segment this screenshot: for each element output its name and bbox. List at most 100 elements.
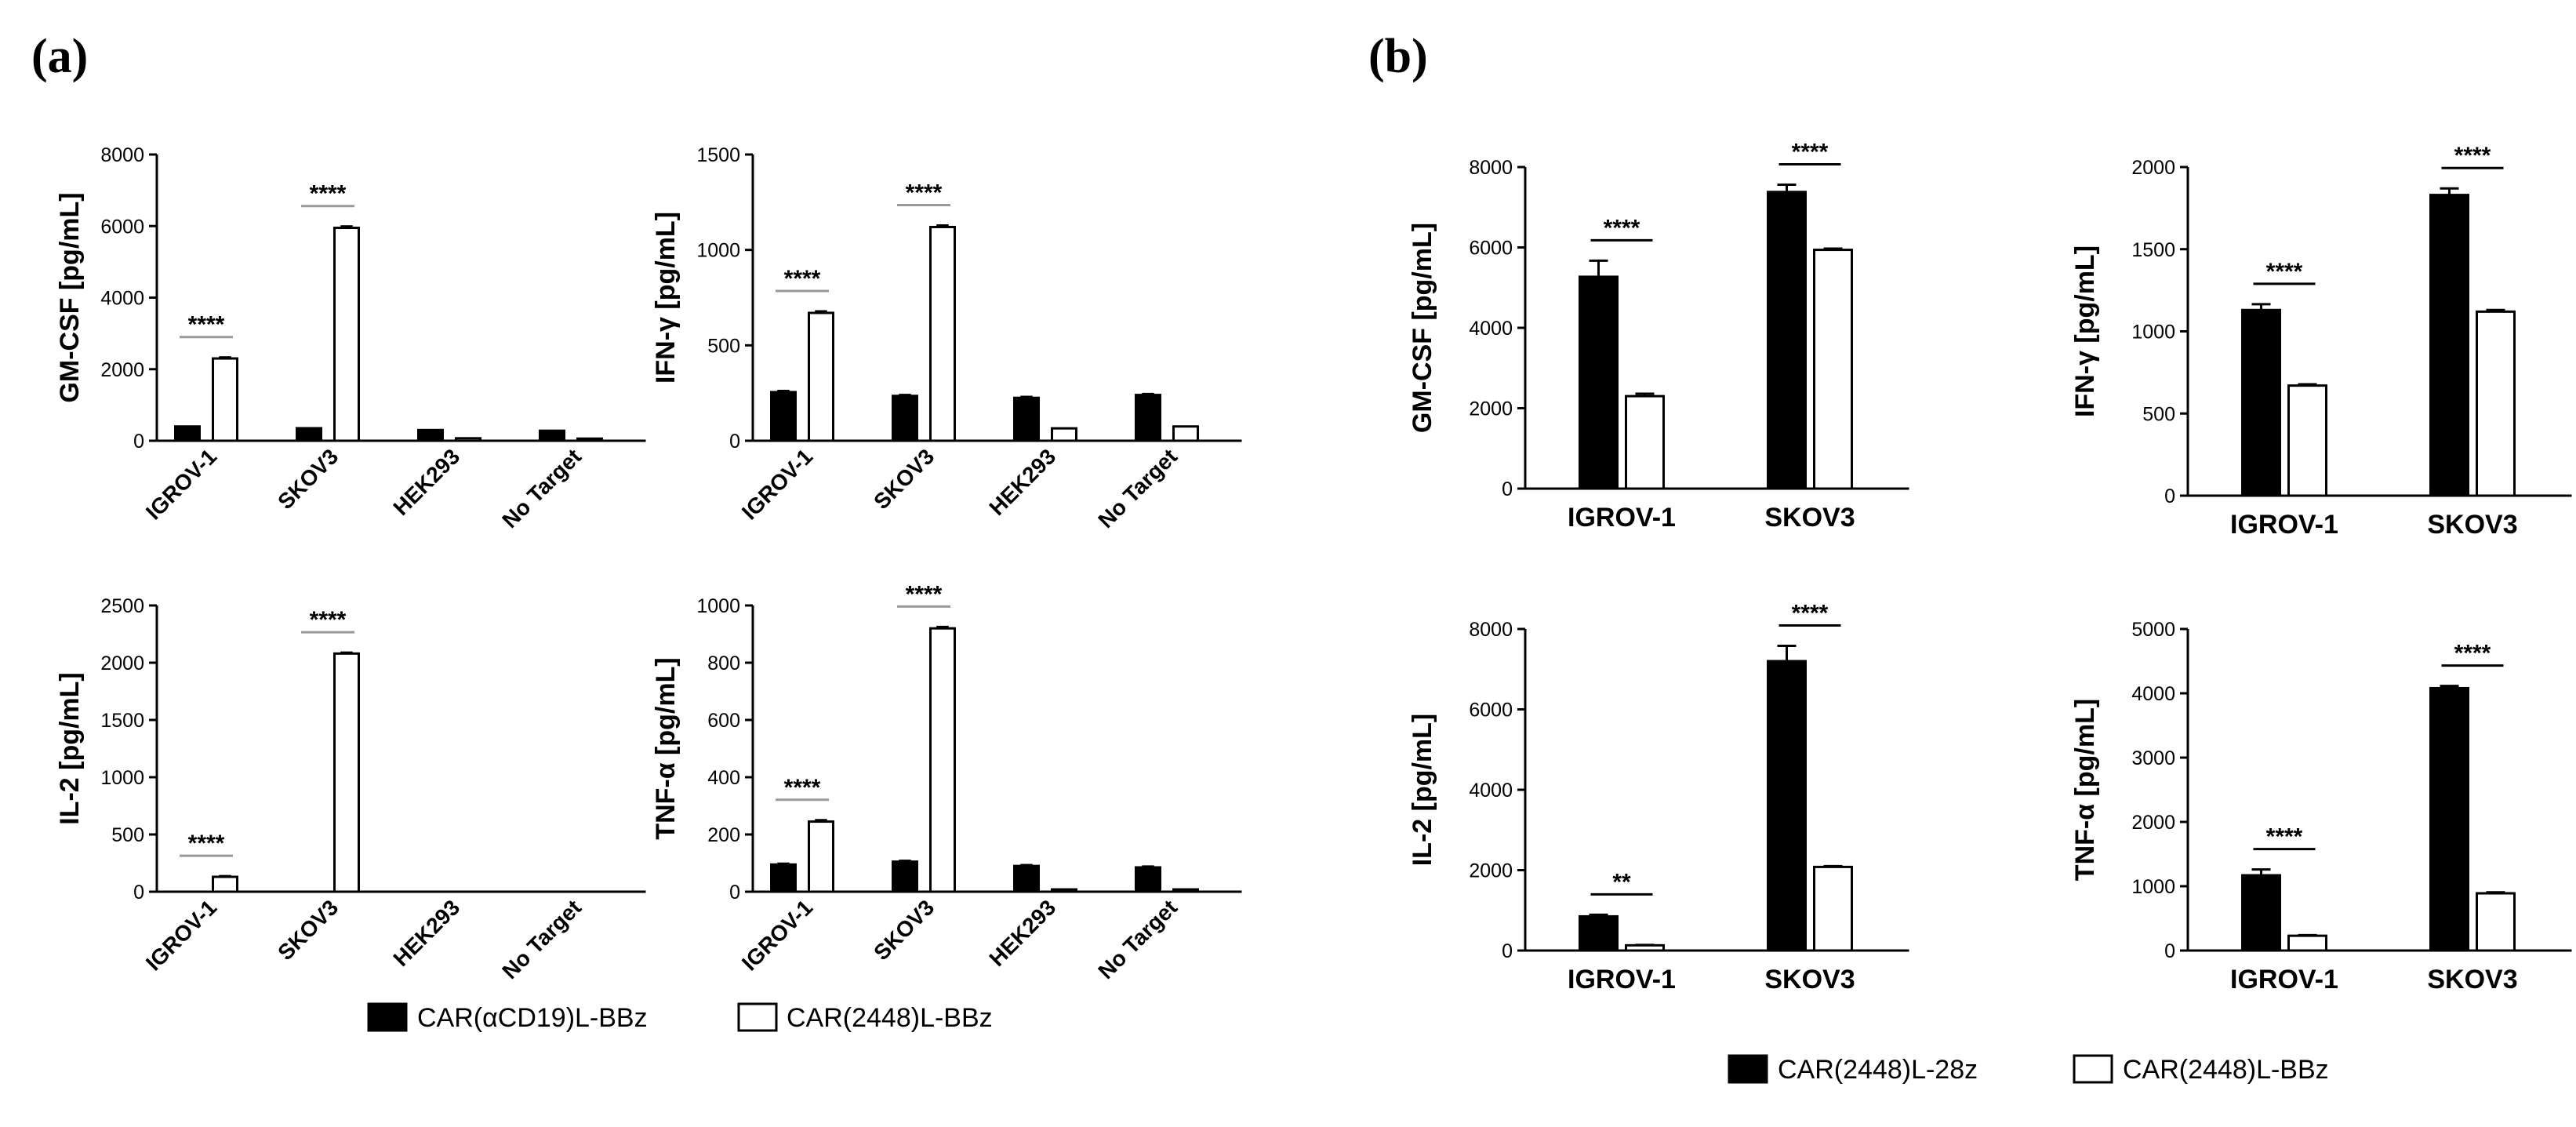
a-gmcsf-bar-1-1 [333,227,360,442]
b-gmcsf-bar-1-0 [1767,191,1807,490]
a-il2-bar-1-1 [333,652,360,893]
a-tnfa-ytick-label: 800 [707,653,740,674]
a-tnfa-ytick-label: 0 [729,882,740,903]
a-tnfa-bar-1-1 [929,627,956,893]
b-gmcsf-bar-0-0 [1579,275,1619,490]
a-tnfa-bar-2-0 [1013,864,1040,893]
a-il2-ytick-label: 500 [111,824,144,846]
a-il2-xtick-label: HEK293 [388,895,464,971]
a-gmcsf-ytick-label: 8000 [100,144,144,166]
b-ifng-xtick-label: IGROV-1 [2230,510,2338,540]
b-tnfa-xtick-label: IGROV-1 [2230,965,2338,994]
b-ifng-ytick-label: 500 [2142,403,2175,425]
a-ifng-bar-1-0 [892,394,918,442]
a-tnfa-xtick-label: HEK293 [984,895,1060,971]
a-gmcsf-ytick-label: 0 [133,431,144,453]
a-gmcsf-ylabel: GM-CSF [pg/mL] [55,192,85,402]
b-tnfa-bar-0-0 [2241,874,2281,952]
b-il2-bar-1-0 [1767,660,1807,952]
a-il2-xtick-label: IGROV-1 [141,895,221,975]
b-tnfa-chart: 0 1000 2000 3000 4000 5000 TNF-α [pg/mL] IGROV-… [2070,619,2572,994]
b-gmcsf-ytick-label: 4000 [1469,318,1513,340]
b-tnfa-xtick-label: SKOV3 [2427,965,2517,994]
a-il2-ytick-label: 1500 [100,710,144,732]
b-gmcsf-sig-label-1: **** [1792,140,1829,165]
a-ifng-sig-label-0: **** [784,266,821,292]
a-gmcsf-bar-2-0 [417,428,444,442]
panel-a-label: (a) [31,30,88,83]
a-gmcsf-ytick-label: 2000 [100,359,144,381]
a-tnfa-ytick-label: 400 [707,767,740,789]
a-tnfa-xtick-label: SKOV3 [869,895,939,965]
a-tnfa-xtick-label: No Target [1093,895,1182,983]
a-ifng-bar-2-1 [1051,427,1077,442]
a-gmcsf-ytick-label: 6000 [100,216,144,238]
a-ifng-ytick-label: 0 [729,431,740,453]
b-ifng-bar-1-1 [2476,310,2516,497]
b-il2-ytick-label: 8000 [1469,619,1513,641]
a-gmcsf-bar-3-0 [539,429,565,442]
b-il2-bar-1-1 [1813,865,1853,952]
a-tnfa-chart: 0 200 400 600 800 1000 TNF-α [pg/mL] IGROV-1 ***… [651,581,1242,983]
b-tnfa-sig-label-0: **** [2266,824,2303,850]
a-tnfa-bar-1-0 [892,860,918,893]
a-ifng-ytick-label: 1000 [696,240,740,262]
b-tnfa-ytick-label: 3000 [2131,747,2175,769]
legend-a-label-1: CAR(2448)L-BBz [787,1003,993,1033]
a-tnfa-ytick-label: 200 [707,824,740,846]
b-tnfa-ylabel: TNF-α [pg/mL] [2070,699,2100,881]
a-il2-sig-label-0: **** [188,831,225,856]
a-ifng-bar-1-1 [929,225,956,442]
b-ifng-ytick-label: 2000 [2131,157,2175,179]
legend-a-swatch-1 [737,1002,778,1032]
a-gmcsf-xtick-label: SKOV3 [273,444,343,514]
a-il2-sig-label-1: **** [310,607,347,633]
a-tnfa-ytick-label: 600 [707,710,740,732]
a-ifng-bar-0-1 [808,311,834,442]
a-gmcsf-xtick-label: IGROV-1 [141,444,221,524]
b-il2-sig-label-1: **** [1792,601,1829,627]
b-il2-xtick-label: IGROV-1 [1568,965,1676,994]
a-il2-ytick-label: 2500 [100,595,144,617]
a-tnfa-sig-label-0: **** [784,775,821,801]
a-gmcsf-bar-0-1 [212,357,238,442]
b-ifng-sig-label-0: **** [2266,259,2303,285]
a-il2-ytick-label: 1000 [100,767,144,789]
b-ifng-xtick-label: SKOV3 [2427,510,2517,540]
b-il2-chart: 0 2000 4000 6000 8000 IL-2 [pg/mL] IGROV-1 ** SK… [1408,601,1909,994]
a-tnfa-sig-label-1: **** [906,581,943,607]
legend-b: CAR(2448)L-28z CAR(2448)L-BBz [1728,1054,2329,1085]
legend-b-label-1: CAR(2448)L-BBz [2123,1055,2329,1085]
b-gmcsf-ytick-label: 0 [1502,478,1513,500]
b-il2-ytick-label: 4000 [1469,780,1513,802]
a-ifng-ylabel: IFN-γ [pg/mL] [651,212,681,384]
b-ifng-chart: 0 500 1000 1500 2000 IFN-γ [pg/mL] IGROV-1 ****… [2070,143,2572,540]
b-gmcsf-ytick-label: 6000 [1469,238,1513,260]
b-tnfa-bar-0-1 [2287,934,2327,952]
a-gmcsf-bar-1-0 [296,427,322,442]
a-tnfa-xtick-label: IGROV-1 [737,895,817,975]
b-il2-xtick-label: SKOV3 [1764,965,1855,994]
legend-a: CAR(αCD19)L-BBz CAR(2448)L-BBz [367,1002,993,1033]
a-tnfa-bar-0-0 [770,863,797,893]
a-il2-chart: 0 500 1000 1500 2000 2500 IL-2 [pg/mL] IGROV-1 *… [55,595,646,983]
a-ifng-ytick-label: 1500 [696,144,740,166]
a-ifng-xtick-label: HEK293 [984,444,1060,520]
b-tnfa-bar-1-1 [2476,892,2516,952]
b-il2-ytick-label: 6000 [1469,700,1513,722]
b-ifng-ytick-label: 0 [2164,485,2175,507]
b-gmcsf-xtick-label: IGROV-1 [1568,503,1676,533]
b-ifng-sig-label-1: **** [2454,143,2491,169]
legend-b-swatch-1 [2073,1054,2113,1084]
b-tnfa-ytick-label: 0 [2164,940,2175,962]
a-ifng-sig-label-1: **** [906,180,943,206]
legend-b-swatch-0 [1728,1054,1768,1084]
a-tnfa-bar-0-1 [808,820,834,893]
b-ifng-ytick-label: 1000 [2131,322,2175,344]
b-tnfa-ytick-label: 2000 [2131,812,2175,834]
a-tnfa-ytick-label: 1000 [696,595,740,617]
b-gmcsf-bar-0-1 [1625,394,1665,490]
b-gmcsf-ytick-label: 8000 [1469,157,1513,179]
a-tnfa-bar-3-1 [1172,888,1199,893]
